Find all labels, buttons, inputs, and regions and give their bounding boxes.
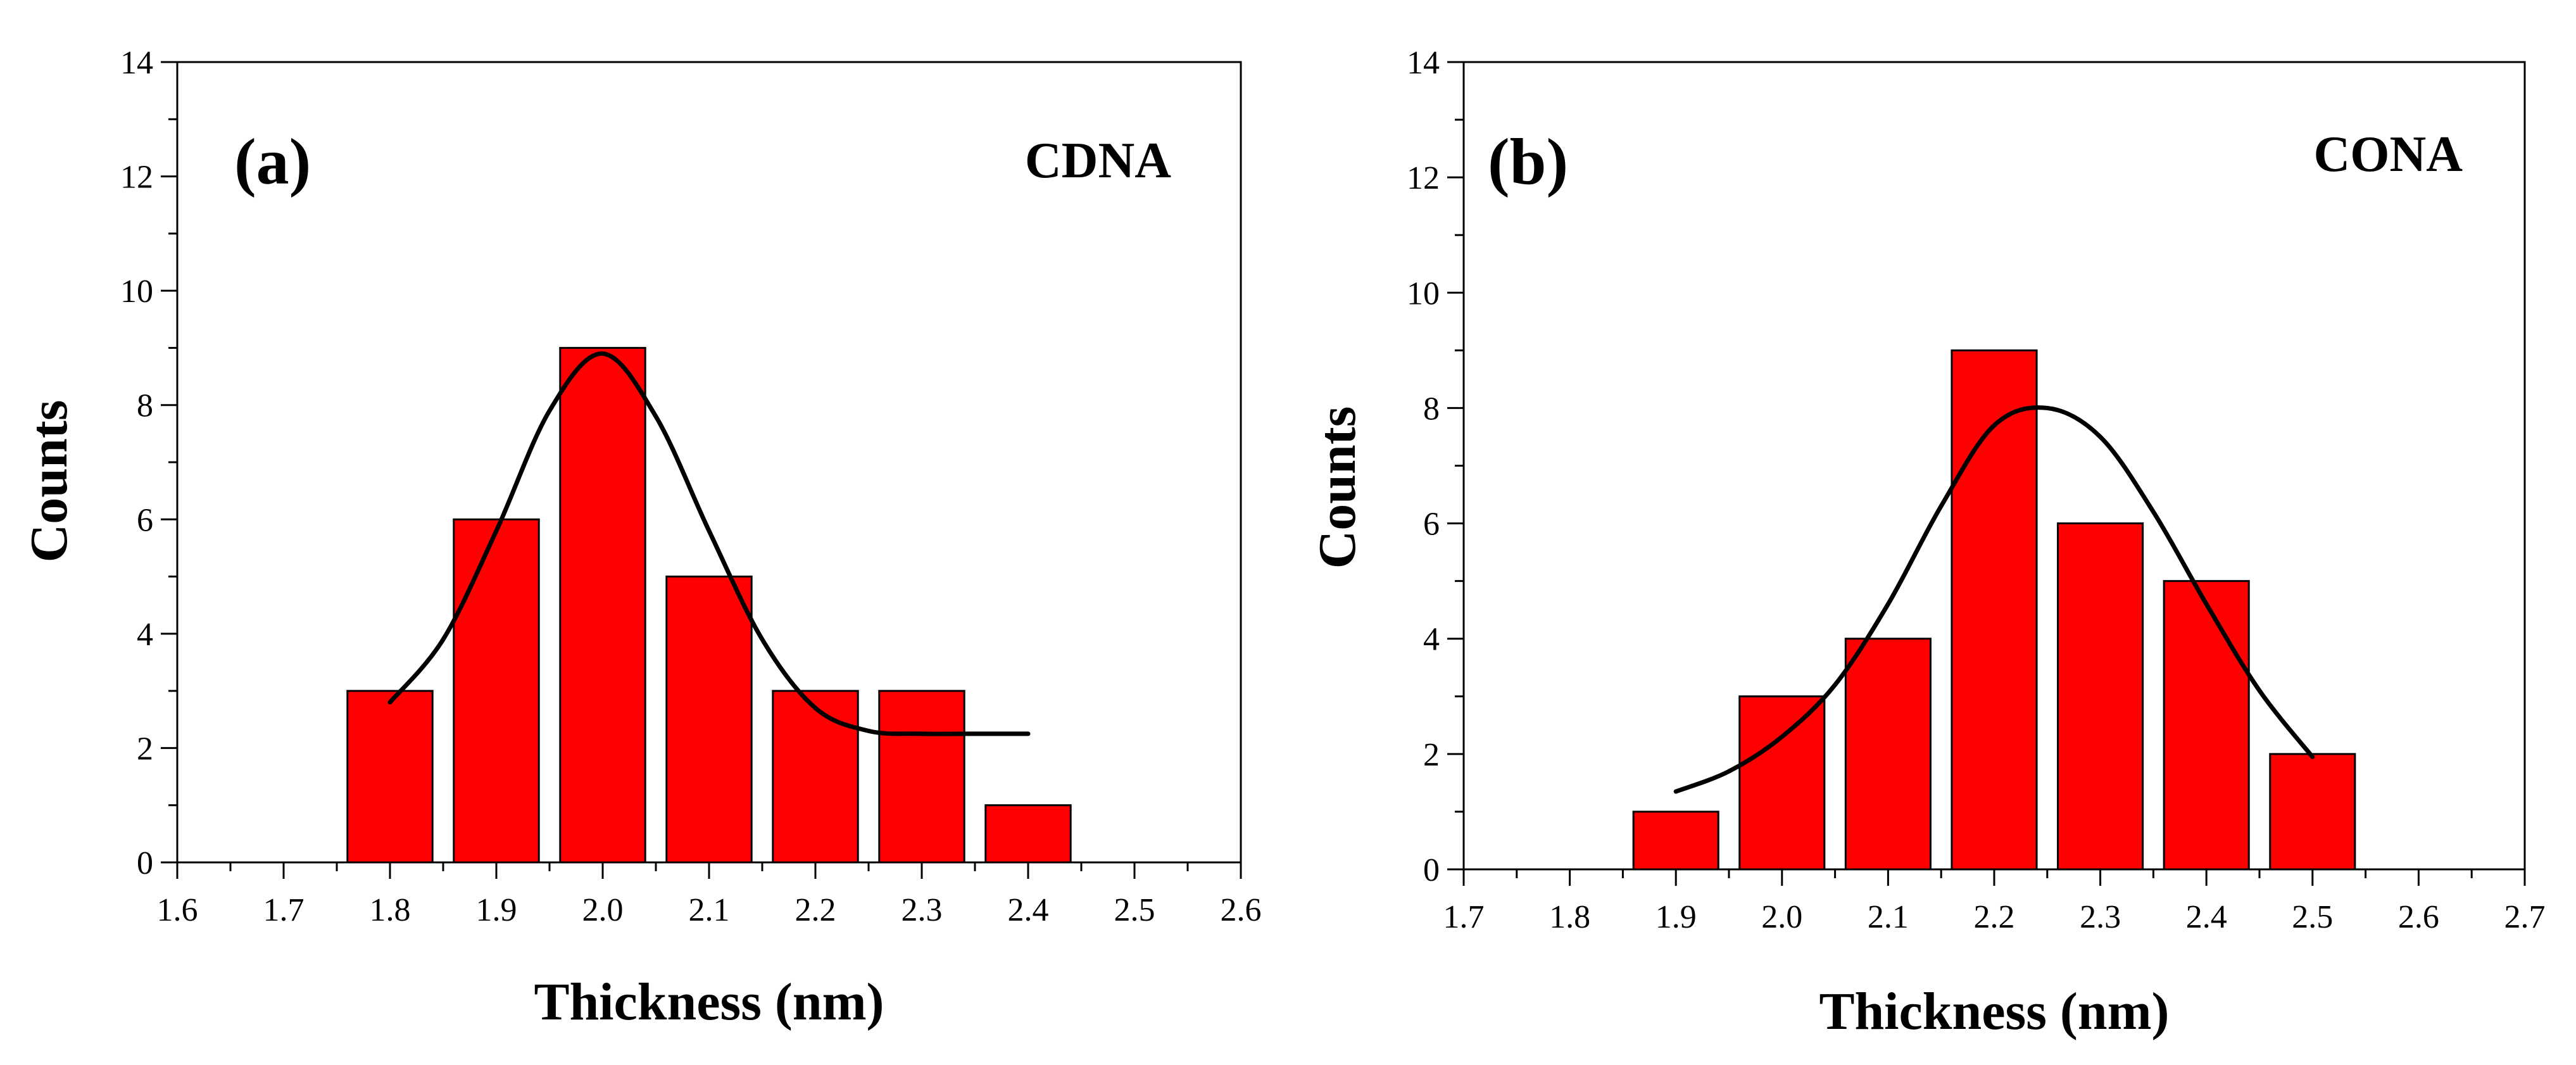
panel-a-x-tick-label: 1.8 (370, 892, 411, 928)
panel-b-y-tick-label: 8 (1423, 391, 1440, 427)
panel-a-y-tick-label: 0 (137, 845, 153, 881)
panel-a-x-tick-label: 1.6 (157, 892, 198, 928)
panel-a-bar-2.3 (878, 690, 965, 864)
panel-b-x-tick-label: 1.7 (1443, 899, 1485, 935)
panel-a-x-tick-label: 2.6 (1221, 892, 1262, 928)
panel-a-y-tick-label: 10 (120, 274, 153, 310)
panel-a-sample-label: CDNA (1025, 133, 1171, 189)
panel-b-fit-curve (1673, 405, 2315, 794)
panel-a-x-tick-label: 2.4 (1008, 892, 1049, 928)
panel-b-x-tick-label: 2.5 (2292, 899, 2333, 935)
panel-a-y-tick-label: 8 (137, 388, 153, 424)
panel-b-sample-label: CONA (2313, 127, 2463, 182)
panel-a-plot-group: 1.6 1.7 1.8 1.9 2.0 2.1 2.2 2.3 2.4 2.5 2.6 0 2 4 6 8 10… (120, 45, 1262, 928)
panel-a-y-tick-label: 2 (137, 731, 153, 767)
panel-a-x-tick-label: 1.7 (263, 892, 305, 928)
panel-a: 1.6 1.7 1.8 1.9 2.0 2.1 2.2 2.3 2.4 2.5 2.6 0 2 4 6 8 10… (20, 45, 1262, 1031)
panel-b-x-tick-label: 2.6 (2398, 899, 2439, 935)
panel-b-bar-1.9 (1632, 810, 1719, 871)
panel-b-x-tick-label: 2.2 (1974, 899, 2015, 935)
panel-a-y-axis-title: Counts (20, 400, 79, 563)
panel-b-x-tick-label: 2.3 (2080, 899, 2121, 935)
panel-b-y-tick-label: 12 (1407, 160, 1440, 196)
panel-b-y-tick-label: 0 (1423, 852, 1440, 888)
panel-a-bar-2.4 (984, 804, 1072, 864)
panel-b-x-tick-label: 1.9 (1656, 899, 1697, 935)
panel-b-x-tick-label: 2.1 (1868, 899, 1909, 935)
panel-a-x-tick-label: 2.2 (795, 892, 836, 928)
panel-a-x-axis-title: Thickness (nm) (534, 973, 884, 1031)
panel-a-x-tick-label: 2.0 (582, 892, 624, 928)
panel-a-x-tick-label: 2.1 (689, 892, 730, 928)
panel-a-bar-2.2 (772, 690, 859, 864)
panel-b-bar-2.2 (1951, 349, 2038, 871)
panel-b-bar-2.4 (2163, 580, 2250, 871)
panel-b-x-tick-label: 1.8 (1549, 899, 1590, 935)
panel-b-plot-group: 1.7 1.8 1.9 2.0 2.1 2.2 2.3 2.4 2.5 2.6 2.7 0 2 4 6 8 10… (1407, 45, 2546, 935)
panel-a-bar-1.8 (346, 690, 434, 864)
panel-b-x-tick-label: 2.7 (2504, 899, 2546, 935)
panel-a-fit-curve (387, 351, 1031, 736)
panel-b-y-axis-title: Counts (1308, 406, 1367, 569)
panel-b-y-tick-label: 6 (1423, 507, 1440, 543)
panel-b-x-tick-label: 2.0 (1761, 899, 1802, 935)
panel-b-bar-2.5 (2269, 753, 2356, 871)
panel-b-bar-2.1 (1844, 638, 1932, 871)
panel-a-y-tick-label: 12 (120, 160, 153, 196)
panel-a-x-tick-label: 2.5 (1114, 892, 1155, 928)
panel-a-label: (a) (234, 125, 311, 198)
panel-a-bar-2.0 (559, 346, 646, 864)
panel-a-y-tick-label: 14 (120, 45, 153, 81)
panel-a-bar-2.1 (665, 576, 753, 864)
panel-a-x-tick-label: 1.9 (476, 892, 517, 928)
panel-a-x-tick-label: 2.3 (902, 892, 943, 928)
panel-b-y-tick-label: 2 (1423, 737, 1440, 773)
panel-b-y-tick-label: 14 (1407, 45, 1440, 81)
panel-b-y-tick-label: 4 (1423, 622, 1440, 658)
panel-a-y-tick-label: 4 (137, 617, 153, 653)
panel-a-bar-1.9 (453, 518, 540, 864)
panel-a-y-tick-label: 6 (137, 502, 153, 538)
panel-b-bar-2.0 (1738, 695, 1826, 871)
panel-b: 1.7 1.8 1.9 2.0 2.1 2.2 2.3 2.4 2.5 2.6 2.7 0 2 4 6 8 10… (1308, 45, 2546, 1041)
panel-b-label: (b) (1488, 125, 1568, 198)
panel-b-bar-2.3 (2057, 522, 2144, 871)
panel-b-x-axis-title: Thickness (nm) (1819, 982, 2169, 1041)
panel-b-x-tick-label: 2.4 (2186, 899, 2227, 935)
panel-b-y-tick-label: 10 (1407, 275, 1440, 312)
